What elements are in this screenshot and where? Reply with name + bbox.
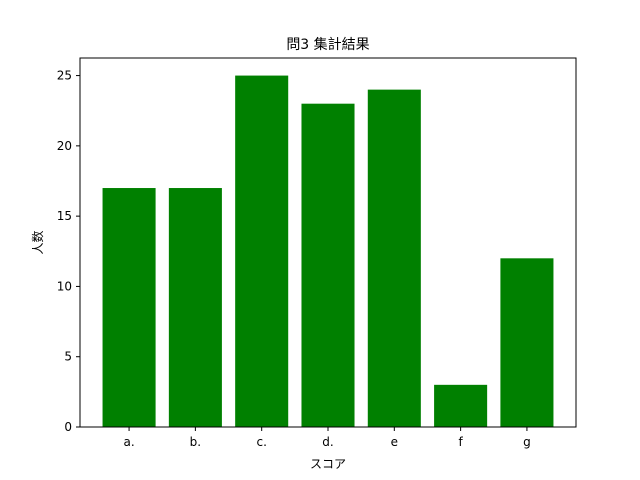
y-tick-label-2: 10 — [57, 279, 72, 293]
x-axis-ticks: a. b. c. d. e f g — [123, 427, 531, 449]
bar-0 — [102, 188, 156, 427]
y-tick-label-5: 25 — [57, 69, 72, 83]
bar-2 — [235, 75, 289, 428]
y-axis-ticks: 0 5 10 15 20 25 — [57, 69, 80, 434]
chart-title: 問3 集計結果 — [286, 36, 369, 53]
plot-frame — [79, 57, 577, 428]
x-tick-label-0: a. — [123, 435, 134, 449]
x-axis-label: スコア — [310, 457, 346, 471]
x-tick-label-3: d. — [322, 435, 333, 449]
x-tick-label-4: e — [391, 435, 398, 449]
y-tick-label-1: 5 — [64, 350, 72, 364]
x-tick-label-2: c. — [256, 435, 266, 449]
bar-5 — [434, 384, 488, 427]
bar-1 — [168, 188, 222, 427]
bars-group — [102, 75, 554, 428]
y-tick-label-4: 20 — [57, 139, 72, 153]
x-tick-label-1: b. — [190, 435, 201, 449]
y-axis-label: 人数 — [30, 230, 45, 254]
bar-6 — [500, 258, 554, 427]
y-tick-label-0: 0 — [64, 420, 72, 434]
y-tick-label-3: 15 — [57, 209, 72, 223]
x-tick-label-5: f — [459, 435, 464, 449]
x-tick-label-6: g — [523, 435, 531, 449]
bar-4 — [367, 89, 421, 427]
bar-3 — [301, 103, 355, 427]
